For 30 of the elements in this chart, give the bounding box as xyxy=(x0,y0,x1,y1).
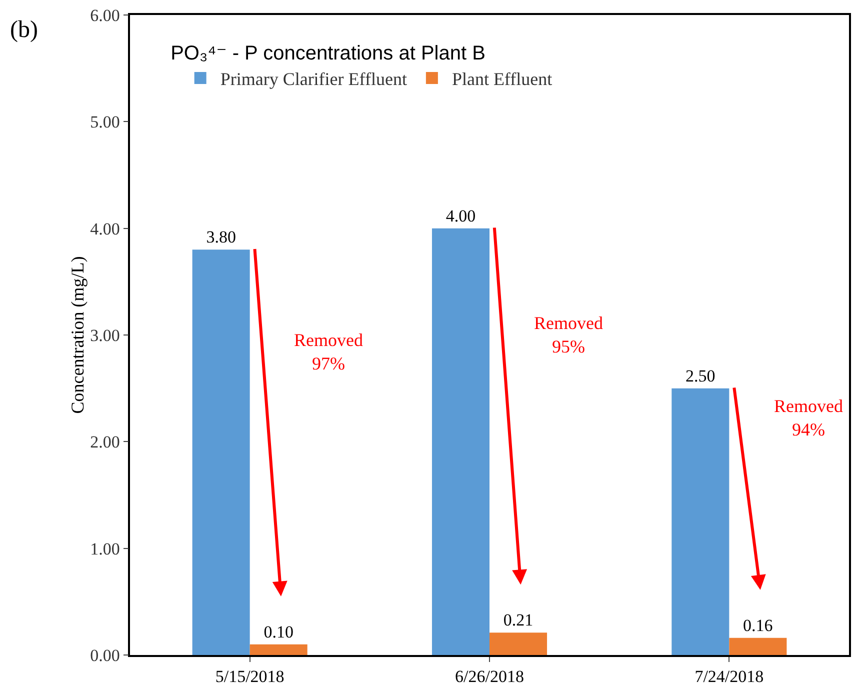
y-tick-label: 5.00 xyxy=(90,112,120,132)
bar xyxy=(672,388,730,655)
bar xyxy=(432,228,490,655)
text: PO₃⁴⁻ - P concentrations at Plant B xyxy=(170,42,486,64)
x-tick-label: 5/15/2018 xyxy=(215,667,284,686)
data-label: 0.21 xyxy=(503,610,534,630)
y-tick-label: 0.00 xyxy=(90,646,120,665)
y-tick-label: 4.00 xyxy=(90,219,120,238)
y-tick-label: 2.00 xyxy=(90,432,120,452)
legend-label: Plant Effluent xyxy=(452,69,552,90)
x-tick-label: 7/24/2018 xyxy=(694,667,764,686)
text: (b) xyxy=(10,17,38,43)
y-tick-label: 1.00 xyxy=(90,539,120,558)
y-axis-title: Concentration (mg/L) xyxy=(68,256,88,414)
bar xyxy=(490,632,548,655)
bar xyxy=(250,644,308,655)
bar xyxy=(729,638,787,655)
x-tick-label: 6/26/2018 xyxy=(455,667,524,686)
y-tick-label: 6.00 xyxy=(90,6,120,25)
data-label: 0.16 xyxy=(743,616,773,635)
annotation: Removed 95% xyxy=(534,313,603,356)
y-tick-label: 3.00 xyxy=(90,326,120,345)
bar xyxy=(192,250,250,655)
data-label: 0.10 xyxy=(264,622,294,642)
data-label: 4.00 xyxy=(446,206,476,226)
data-label: 2.50 xyxy=(686,366,716,386)
annotation: Removed 97% xyxy=(294,330,363,374)
data-label: 3.80 xyxy=(206,228,236,247)
legend-label: Primary Clarifier Effluent xyxy=(220,69,407,90)
annotation: Removed 94% xyxy=(774,396,843,440)
